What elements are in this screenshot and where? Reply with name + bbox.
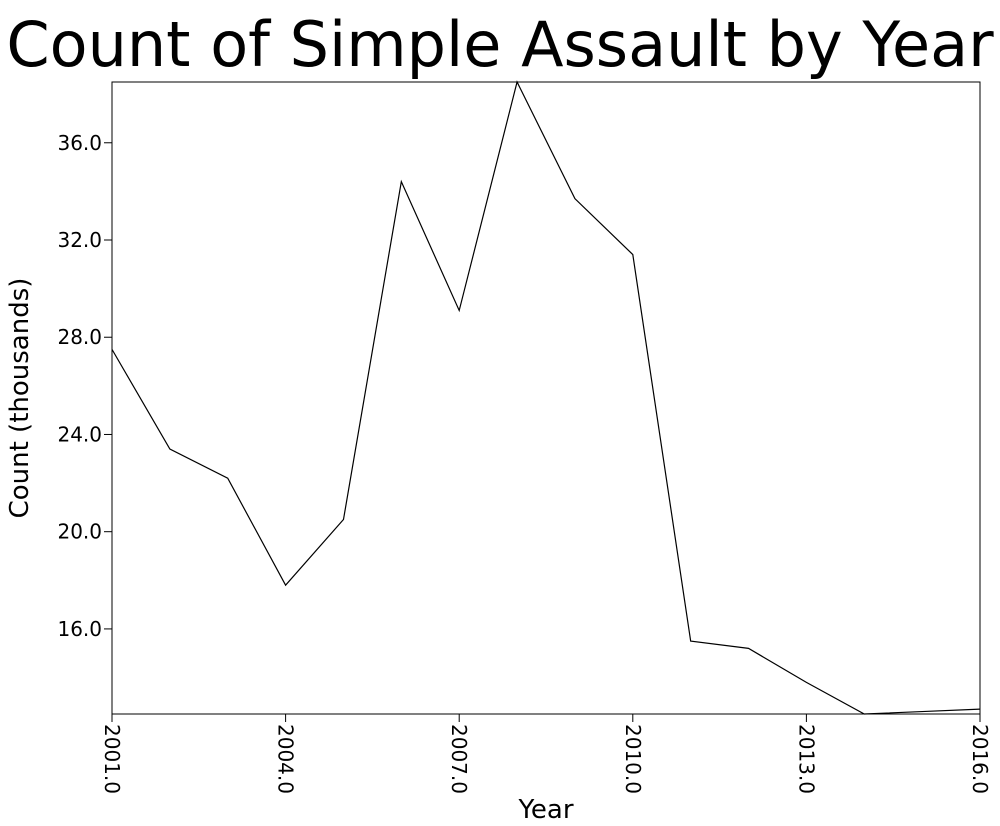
chart-title: Count of Simple Assault by Year xyxy=(6,8,994,81)
plot-area-frame xyxy=(111,81,981,715)
x-tick-label: 2001.0 xyxy=(100,724,124,794)
x-axis-label: Year xyxy=(517,795,573,825)
x-tick-label: 2007.0 xyxy=(447,724,471,794)
y-axis: 16.0 20.0 24.0 28.0 32.0 36.0 xyxy=(57,131,112,641)
y-tick-label: 24.0 xyxy=(57,422,102,446)
y-tick-label: 36.0 xyxy=(57,131,102,155)
y-axis-label: Count (thousands) xyxy=(5,278,35,519)
y-tick-label: 20.0 xyxy=(57,520,102,544)
x-tick-label: 2013.0 xyxy=(794,724,818,794)
x-axis: 2001.0 2004.0 2007.0 2010.0 2013.0 2016.0 xyxy=(100,714,992,794)
y-tick-label: 28.0 xyxy=(57,325,102,349)
y-tick-label: 32.0 xyxy=(57,228,102,252)
x-tick-label: 2010.0 xyxy=(621,724,645,794)
x-tick-label: 2004.0 xyxy=(274,724,298,794)
x-tick-label: 2016.0 xyxy=(968,724,992,794)
y-tick-label: 16.0 xyxy=(57,617,102,641)
series-line xyxy=(111,80,981,715)
